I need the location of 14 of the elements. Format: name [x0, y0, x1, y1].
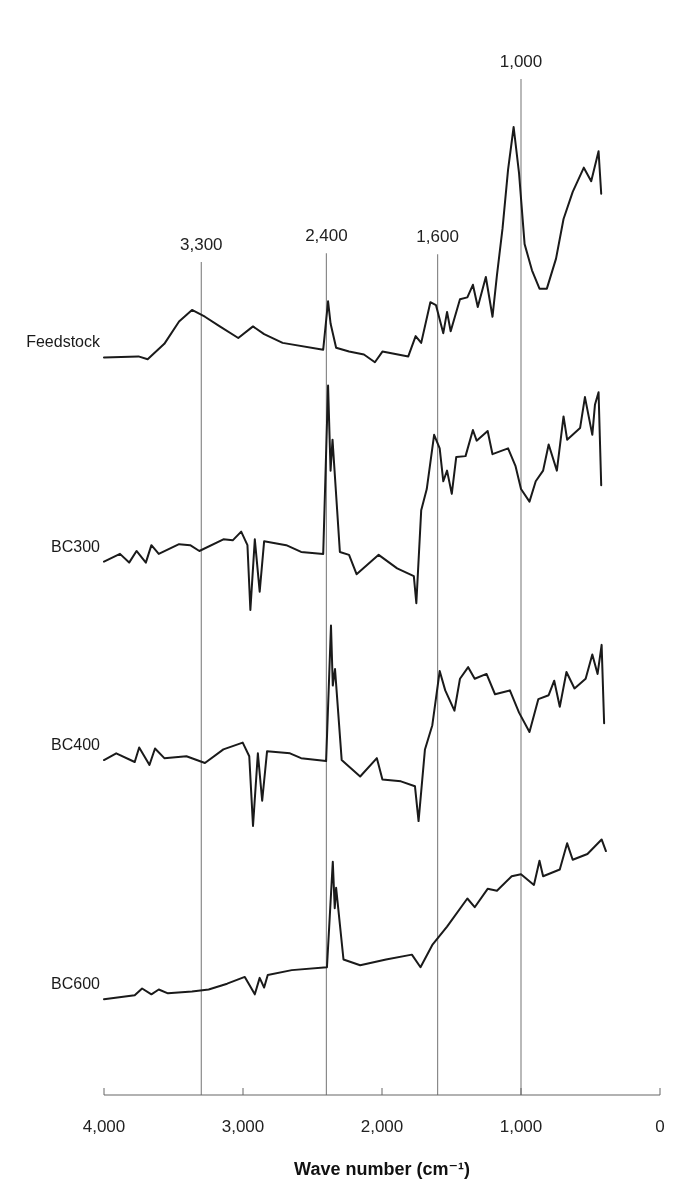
ref-line-label: 1,000 [499, 52, 543, 71]
x-tick-label: 0 [655, 1117, 665, 1136]
ref-line-label: 1,600 [416, 227, 459, 247]
ref-line-label: 2,400 [305, 226, 348, 246]
series-label: BC600 [51, 975, 101, 993]
ref-line-label: 3,300 [180, 234, 223, 254]
x-tick-label: 1,000 [499, 1117, 543, 1136]
series-label: BC400 [51, 736, 101, 754]
series-label: Feedstock [26, 333, 101, 351]
x-tick-label: 2,000 [360, 1117, 404, 1136]
x-axis-title: Wave number (cm⁻¹) [294, 1159, 470, 1179]
x-tick-label: 4,000 [82, 1117, 126, 1136]
x-tick-label: 3,000 [221, 1117, 265, 1136]
series-label: BC300 [51, 537, 101, 555]
